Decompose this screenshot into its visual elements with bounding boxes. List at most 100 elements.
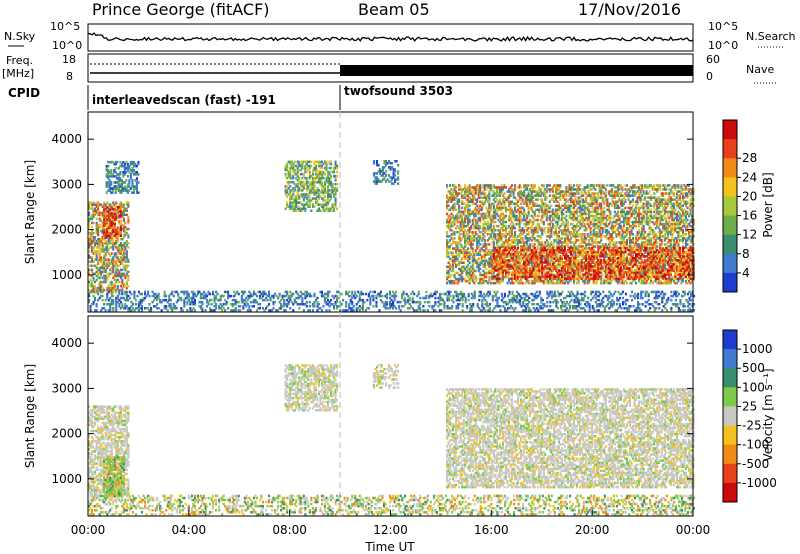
echo-cell (305, 176, 308, 180)
echo-cell (383, 172, 386, 175)
echo-cell (618, 231, 621, 234)
echo-cell (486, 226, 489, 230)
echo-cell (98, 272, 101, 276)
echo-cell (504, 259, 507, 262)
echo-cell (512, 222, 515, 226)
echo-cell (299, 172, 302, 176)
echo-cell (538, 251, 541, 254)
echo-cell (495, 212, 498, 216)
echo-cell (471, 243, 474, 246)
echo-cell (553, 216, 556, 220)
echo-cell (497, 208, 500, 212)
echo-cell (521, 239, 524, 242)
echo-cell (476, 200, 479, 203)
echo-cell (532, 249, 535, 252)
echo-cell (88, 256, 91, 259)
echo-cell (567, 239, 570, 242)
echo-cell (389, 180, 392, 183)
echo-cell (573, 192, 576, 195)
echo-cell (127, 205, 130, 208)
echo-cell (97, 240, 100, 243)
echo-cell (586, 186, 589, 189)
echo-cell (114, 189, 117, 192)
echo-cell (88, 272, 91, 276)
echo-cell (568, 206, 571, 210)
echo-cell (304, 164, 307, 168)
echo-cell (579, 202, 582, 205)
echo-cell (447, 196, 450, 199)
echo-cell (118, 272, 121, 276)
echo-cell (456, 198, 459, 201)
echo-cell (455, 241, 458, 244)
echo-cell (488, 277, 491, 281)
echo-cell (497, 249, 500, 252)
echo-cell (119, 210, 122, 213)
echo-cell (305, 197, 308, 200)
echo-cell (98, 284, 101, 288)
echo-cell (461, 218, 464, 222)
echo-cell (586, 253, 589, 256)
echo-cell (489, 184, 492, 187)
echo-cell (446, 271, 449, 275)
echo-cell (453, 279, 456, 283)
echo-cell (550, 249, 553, 252)
echo-cell (103, 215, 106, 219)
echo-cell (107, 169, 110, 172)
echo-cell (452, 253, 455, 256)
echo-cell (131, 181, 134, 184)
echo-cell (577, 192, 580, 195)
echo-cell (110, 238, 113, 241)
echo-cell (322, 185, 325, 188)
echo-cell (107, 284, 110, 288)
echo-cell (560, 222, 563, 226)
echo-cell (595, 206, 598, 210)
echo-cell (526, 237, 529, 240)
echo-cell (565, 235, 568, 238)
echo-cell (536, 247, 539, 250)
echo-cell (302, 199, 305, 202)
echo-cell (128, 167, 131, 170)
echo-cell (119, 252, 122, 255)
echo-cell (110, 228, 113, 231)
echo-cell (488, 263, 491, 267)
echo-cell (106, 224, 109, 227)
echo-cell (551, 255, 554, 258)
echo-cell (556, 277, 559, 281)
echo-cell (107, 272, 110, 276)
echo-cell (600, 218, 603, 222)
echo-cell (492, 277, 495, 281)
echo-cell (449, 200, 452, 203)
echo-cell (114, 175, 117, 178)
echo-cell (125, 280, 128, 284)
echo-cell (541, 233, 544, 236)
echo-cell (514, 184, 517, 187)
echo-cell (473, 192, 476, 195)
echo-cell (538, 224, 541, 228)
echo-cell (100, 229, 103, 233)
echo-cell (571, 218, 574, 222)
echo-cell (471, 261, 474, 264)
echo-cell (533, 231, 536, 234)
echo-cell (286, 176, 289, 180)
echo-cell (453, 247, 456, 250)
echo-cell (320, 174, 323, 178)
echo-cell (292, 162, 295, 166)
echo-cell (598, 218, 601, 222)
echo-cell (295, 164, 298, 168)
echo-cell (583, 192, 586, 195)
echo-cell (289, 176, 292, 180)
echo-cell (101, 244, 104, 247)
echo-cell (542, 251, 545, 254)
echo-cell (554, 190, 557, 193)
echo-cell (551, 218, 554, 222)
echo-cell (296, 183, 299, 186)
echo-cell (551, 273, 554, 277)
echo-cell (506, 239, 509, 242)
echo-cell (545, 214, 548, 218)
echo-cell (328, 160, 331, 164)
echo-cell (110, 288, 113, 292)
echo-cell (453, 233, 456, 236)
echo-cell (112, 216, 115, 219)
echo-cell (92, 207, 95, 210)
echo-cell (333, 207, 336, 210)
